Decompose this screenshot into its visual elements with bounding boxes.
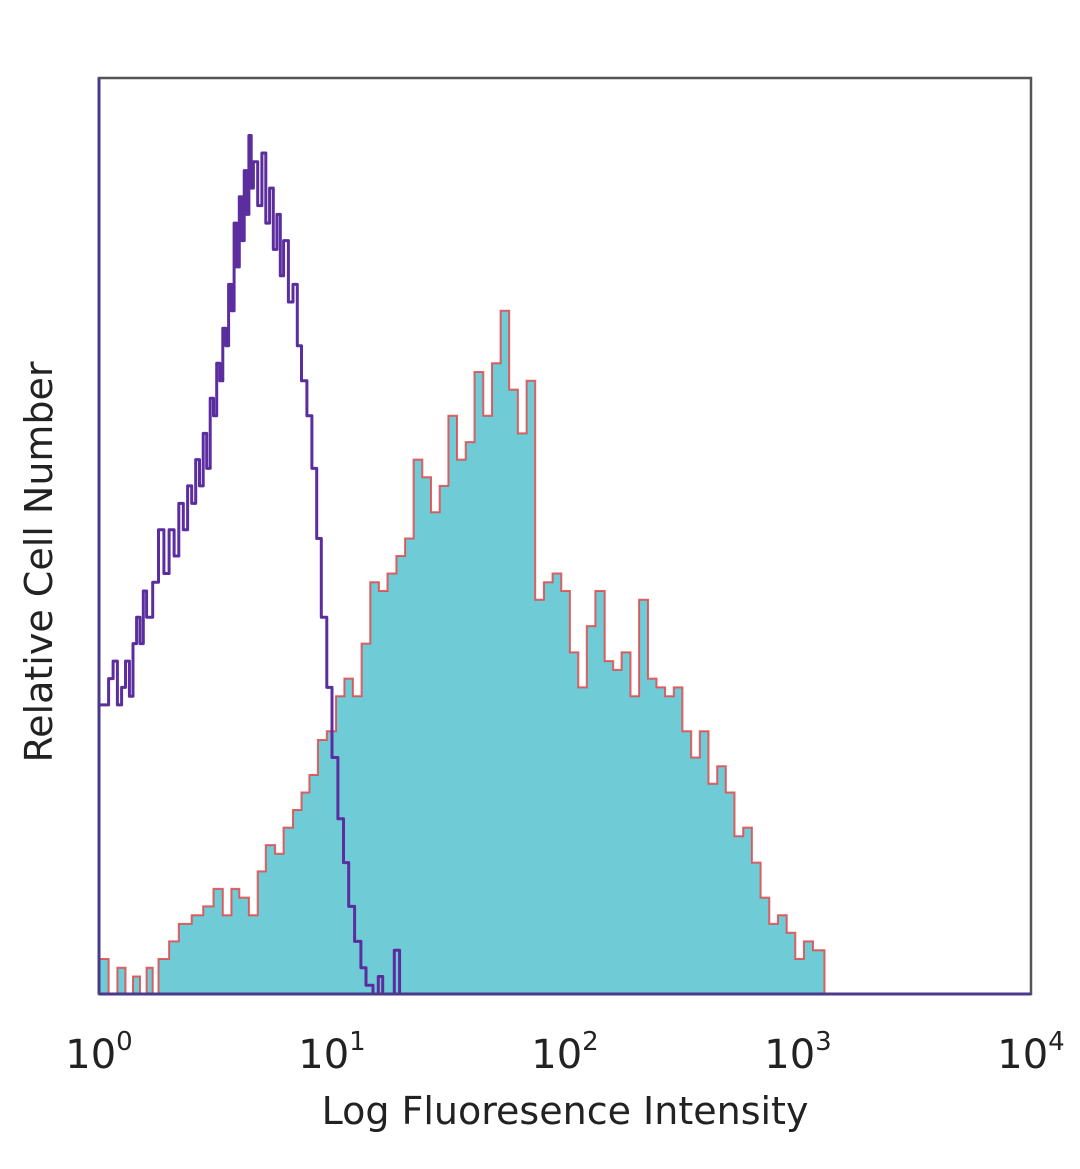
y-axis-label: Relative Cell Number xyxy=(17,361,61,762)
x-tick-base: 10 xyxy=(65,1032,116,1078)
x-tick-exponent: 3 xyxy=(815,1027,832,1057)
x-tick-label-3: 103 xyxy=(764,1027,831,1078)
series-0-edge xyxy=(99,309,1031,995)
x-tick-base: 10 xyxy=(531,1032,582,1078)
x-tick-exponent: 2 xyxy=(582,1027,599,1057)
x-tick-label-2: 102 xyxy=(531,1027,598,1078)
x-axis-label: Log Fluoresence Intensity xyxy=(322,1089,809,1133)
series-layer xyxy=(99,134,1031,996)
x-tick-base: 10 xyxy=(298,1032,349,1078)
x-tick-exponent: 4 xyxy=(1048,1027,1065,1057)
x-tick-labels: 100 101 102 103 104 xyxy=(65,1027,1064,1078)
x-tick-exponent: 1 xyxy=(349,1027,366,1057)
series-1-line xyxy=(99,134,1031,996)
x-tick-label-0: 100 xyxy=(65,1027,132,1078)
x-tick-label-4: 104 xyxy=(997,1027,1064,1078)
x-tick-exponent: 0 xyxy=(116,1027,133,1057)
x-tick-label-1: 101 xyxy=(298,1027,365,1078)
series-0-fill xyxy=(99,310,1031,994)
x-tick-base: 10 xyxy=(997,1032,1048,1078)
x-tick-base: 10 xyxy=(764,1032,815,1078)
